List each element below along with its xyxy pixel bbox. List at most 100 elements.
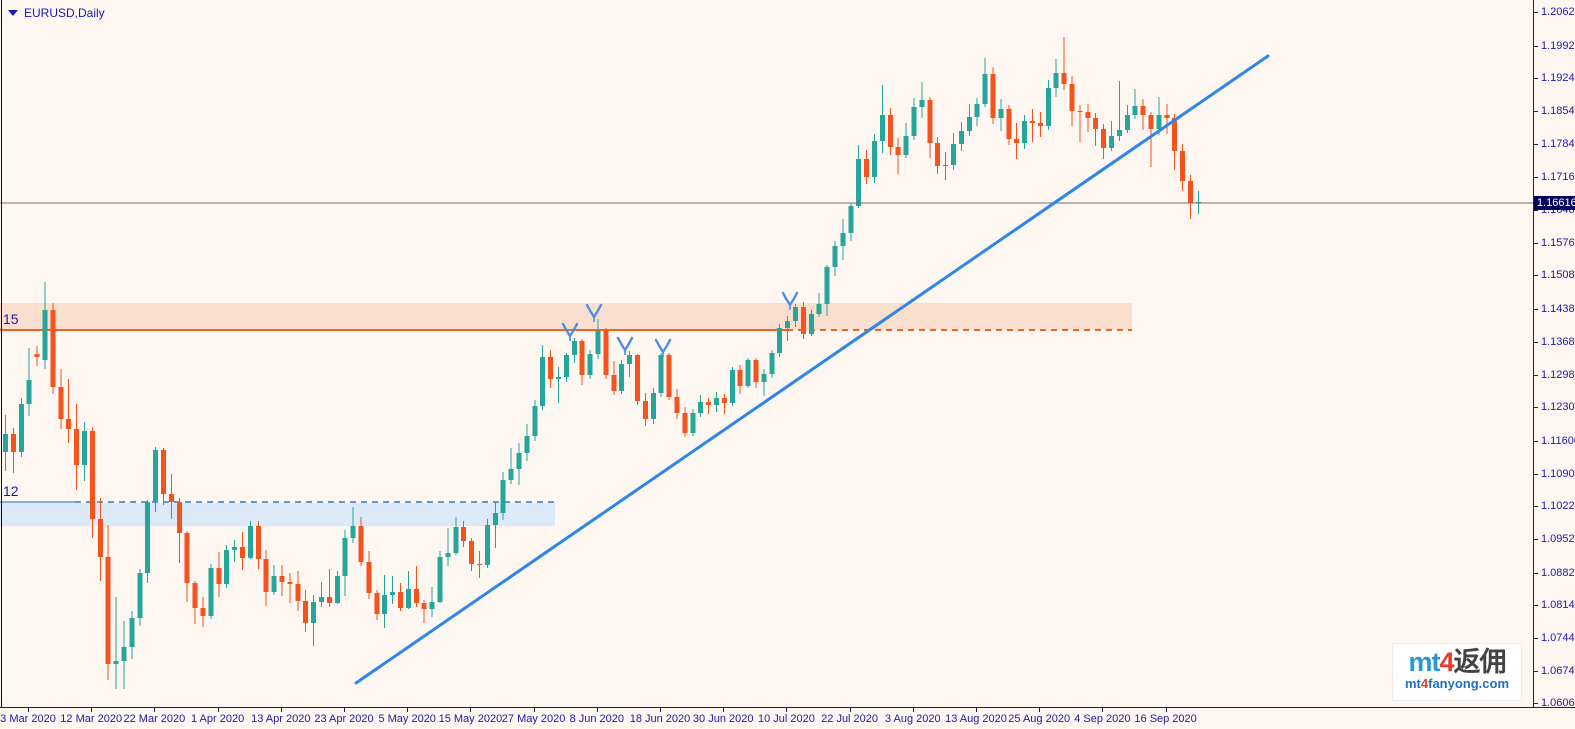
- candle: [698, 395, 704, 417]
- price-tick-mark: [1534, 12, 1538, 13]
- candle: [34, 346, 40, 366]
- candle: [1156, 97, 1162, 135]
- price-tick-label: 1.10900: [1541, 468, 1575, 480]
- ascending-trendline[interactable]: [354, 54, 1270, 685]
- price-tick-mark: [1534, 605, 1538, 606]
- price-tick-mark: [1534, 275, 1538, 276]
- candle: [508, 448, 514, 484]
- candle: [145, 500, 151, 583]
- candle: [658, 353, 664, 397]
- candle: [958, 122, 964, 151]
- time-tick-mark: [596, 708, 598, 712]
- price-tick-label: 1.07440: [1541, 632, 1575, 644]
- broker-watermark-logo: mt4返佣 mt4fanyong.com: [1392, 643, 1522, 701]
- candle: [1077, 105, 1083, 142]
- candle: [729, 367, 735, 406]
- candle: [492, 502, 498, 548]
- candle: [477, 551, 482, 578]
- current-price-tag: 1.16616: [1534, 196, 1575, 210]
- time-tick-label: 10 Jul 2020: [757, 713, 815, 725]
- candle: [184, 531, 190, 602]
- price-tick-mark: [1534, 243, 1538, 244]
- candle: [1180, 144, 1186, 191]
- candle: [319, 582, 324, 607]
- candle: [706, 398, 712, 414]
- candle: [295, 571, 301, 611]
- zone-12[interactable]: [0, 501, 555, 526]
- zone-15[interactable]: [0, 303, 1132, 331]
- candle: [516, 443, 522, 485]
- candle: [1022, 115, 1028, 149]
- candle: [1172, 114, 1178, 170]
- candle: [3, 415, 8, 471]
- candle: [105, 525, 111, 680]
- price-tick-label: 1.12980: [1541, 369, 1575, 381]
- candlesticks: [3, 37, 1201, 689]
- candle: [1053, 59, 1059, 97]
- candlestick-chart[interactable]: [0, 0, 1533, 707]
- chart-left-border: [1, 0, 2, 707]
- price-tick-label: 1.13680: [1541, 336, 1575, 348]
- candle: [89, 427, 95, 538]
- time-tick-mark: [723, 708, 725, 712]
- time-tick-label: 1 Apr 2020: [190, 713, 245, 725]
- candle: [816, 293, 822, 317]
- candle: [982, 58, 988, 107]
- candle: [153, 447, 159, 512]
- time-tick-label: 4 Sep 2020: [1074, 713, 1131, 725]
- candle: [461, 521, 467, 547]
- candle: [595, 319, 601, 359]
- candle: [453, 517, 459, 555]
- candle: [951, 133, 956, 170]
- price-tick-mark: [1534, 407, 1538, 408]
- candle: [271, 565, 277, 595]
- price-tick-label: 1.15760: [1541, 237, 1575, 249]
- candle: [943, 152, 949, 180]
- candle: [279, 565, 285, 596]
- candle: [240, 532, 245, 570]
- price-tick-mark: [1534, 210, 1538, 211]
- candle: [548, 350, 554, 388]
- price-tick-mark: [1534, 78, 1538, 79]
- sell-arrow-icon[interactable]: [585, 303, 603, 322]
- candle: [82, 422, 87, 481]
- candle: [753, 358, 759, 388]
- candle: [524, 424, 530, 461]
- time-tick-mark: [1102, 708, 1104, 712]
- candle: [113, 597, 119, 689]
- candle: [903, 123, 909, 158]
- candle: [326, 569, 332, 607]
- candle: [563, 353, 569, 382]
- candle: [627, 351, 633, 377]
- candle: [777, 324, 783, 357]
- candle: [350, 507, 356, 543]
- time-tick-label: 25 Aug 2020: [1008, 713, 1071, 725]
- support-zone-label[interactable]: 12: [3, 483, 19, 499]
- candle: [1069, 76, 1075, 126]
- price-chart-canvas[interactable]: EURUSD,Daily 15 12: [0, 0, 1533, 707]
- sell-arrow-icon[interactable]: [561, 322, 579, 341]
- price-tick-mark: [1534, 46, 1538, 47]
- sell-arrow-icon[interactable]: [616, 336, 634, 355]
- sell-arrow-icon[interactable]: [654, 338, 672, 357]
- price-axis[interactable]: 1.16616 1.20620 1.19920 1.19240 1.18540 1.17…: [1533, 0, 1575, 709]
- time-tick-label: 18 Jun 2020: [629, 713, 691, 725]
- resistance-zone-label[interactable]: 15: [3, 311, 19, 327]
- symbol-label-text: EURUSD,Daily: [24, 6, 105, 20]
- candle: [74, 404, 80, 490]
- time-tick-label: 22 Jul 2020: [821, 713, 879, 725]
- time-tick-label: 23 Apr 2020: [314, 713, 374, 725]
- candle: [587, 350, 593, 379]
- candle: [808, 310, 814, 336]
- symbol-timeframe-label: EURUSD,Daily: [8, 6, 105, 20]
- candle: [42, 282, 48, 369]
- candle: [437, 551, 443, 603]
- candle: [840, 219, 846, 260]
- time-axis[interactable]: 3 Mar 2020 12 Mar 2020 22 Mar 2020 1 Apr 20…: [0, 707, 1575, 729]
- candle: [137, 569, 143, 626]
- sell-arrow-icon[interactable]: [781, 291, 799, 310]
- candle: [413, 566, 419, 607]
- candle: [1085, 104, 1091, 132]
- price-tick-label: 1.19920: [1541, 40, 1575, 52]
- candle: [445, 528, 451, 566]
